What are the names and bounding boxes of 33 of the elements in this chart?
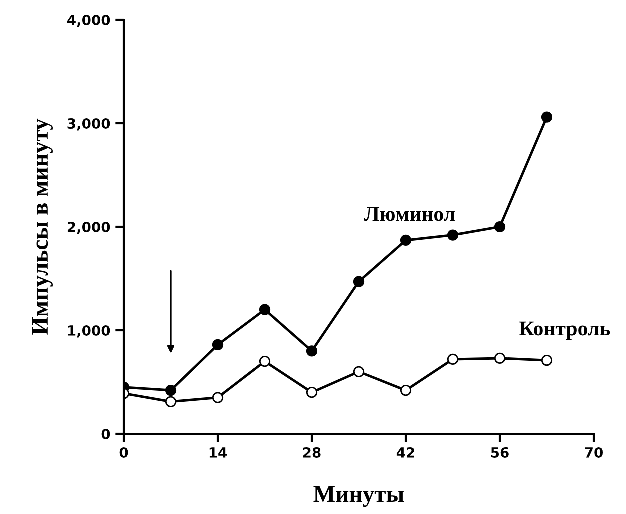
point: [447, 230, 459, 241]
y-tick-label: 2,000: [68, 222, 110, 234]
y-axis-title: Импульсы в минуту: [32, 118, 53, 335]
x-tick-label: 28: [303, 447, 321, 458]
point: [494, 352, 506, 364]
point: [353, 366, 365, 378]
point: [306, 346, 318, 357]
point: [259, 304, 271, 316]
point: [541, 354, 553, 366]
x-tick-label: 0: [120, 447, 128, 458]
point: [212, 392, 224, 404]
point: [447, 354, 459, 366]
series-label: Контроль: [520, 322, 610, 340]
x-tick-label: 56: [491, 447, 509, 458]
x-tick-label: 70: [585, 447, 603, 458]
point: [165, 396, 177, 408]
point: [212, 339, 224, 351]
x-axis-title: Минуты: [314, 486, 404, 508]
point: [306, 387, 318, 398]
y-tick-label: 3,000: [68, 118, 110, 131]
point: [400, 234, 412, 246]
y-tick-label: 4,000: [68, 14, 110, 28]
x-tick-label: 14: [210, 448, 228, 458]
y-tick-label: 0: [102, 428, 110, 440]
point: [400, 384, 412, 396]
y-tick-label: 1,000: [68, 325, 110, 338]
series-label: Люминол: [364, 207, 455, 222]
point: [259, 356, 271, 368]
point: [494, 221, 506, 233]
point: [353, 276, 365, 288]
point: [165, 384, 177, 396]
point: [541, 112, 553, 123]
x-tick-label: 42: [396, 447, 414, 458]
